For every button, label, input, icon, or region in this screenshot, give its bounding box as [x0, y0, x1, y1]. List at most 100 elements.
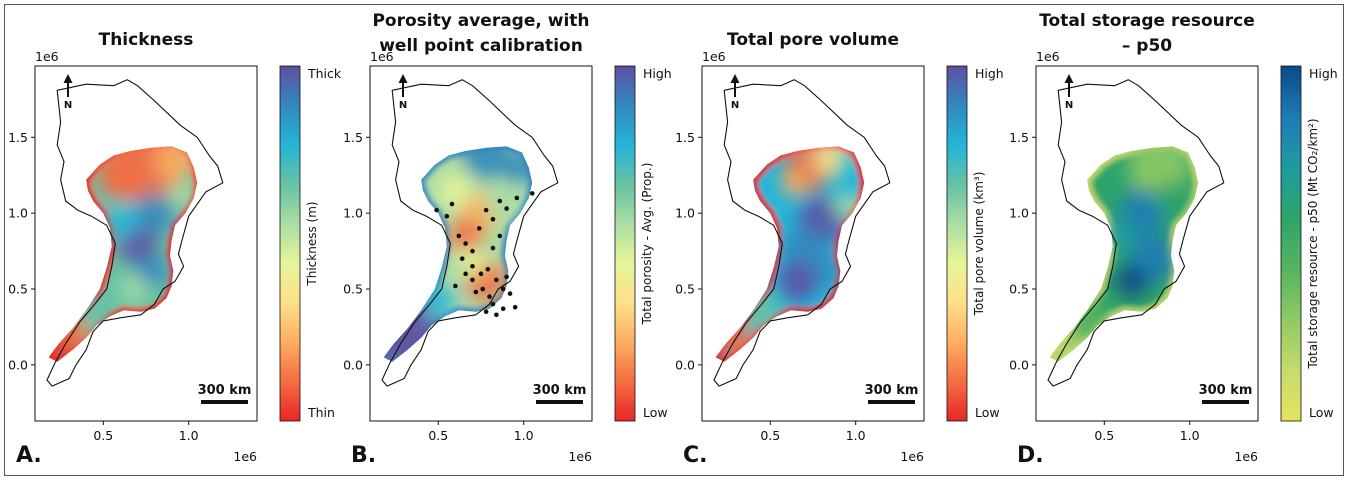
colorbar [279, 65, 301, 422]
panel-letter: D. [1017, 443, 1044, 468]
y-offset-label: 1e6 [35, 49, 59, 64]
well-point [483, 309, 489, 315]
coastline-outline [713, 79, 891, 387]
panel-b: Porosity average, with well point calibra… [343, 11, 672, 468]
north-label: N [731, 100, 739, 111]
y-tick-label: 0.5 [675, 282, 695, 297]
scalebar [201, 400, 248, 404]
x-tick-label: 1.0 [514, 428, 534, 443]
colorbar-min-label: Low [1309, 405, 1334, 420]
coastline-outline [46, 79, 224, 387]
colorbar-label: Total pore volume (km³) [972, 172, 986, 317]
well-point [444, 213, 450, 219]
colorbar-max-label: Thick [307, 66, 342, 81]
heatmap-blob [462, 146, 511, 180]
y-tick-label: 1.0 [675, 206, 695, 221]
heatmap-blob [106, 203, 141, 238]
well-point [478, 271, 484, 277]
heatmap-blob [96, 151, 145, 200]
colorbar-max-label: High [975, 66, 1004, 81]
y-tick-label: 1.5 [8, 130, 28, 145]
heatmap-blob [780, 169, 808, 197]
well-point [494, 312, 499, 318]
colorbar-label: Total storage resource - p50 (Mt CO₂/km²… [1306, 118, 1320, 369]
y-tick-label: 0.5 [8, 282, 28, 297]
panel-title: – p50 [1122, 36, 1172, 56]
colorbar-min-label: Thin [307, 405, 335, 420]
north-arrow-head [1064, 74, 1074, 83]
well-point [497, 233, 503, 239]
x-tick-label: 1.0 [1180, 428, 1200, 443]
heatmap-blob [134, 192, 176, 234]
y-tick-label: 0.0 [675, 357, 695, 372]
x-offset-label: 1e6 [1234, 449, 1258, 464]
well-point [434, 207, 439, 213]
scalebar [536, 400, 583, 404]
panel-letter: C. [683, 443, 708, 468]
well-point [490, 301, 496, 307]
well-point [463, 271, 468, 277]
colorbar-min-label: Low [975, 405, 1000, 420]
x-tick-label: 1.0 [179, 428, 199, 443]
well-point [459, 256, 465, 261]
panel-d: Total storage resource – p50 0.0 0.5 1.0 1.5 0… [1009, 11, 1338, 468]
panel-title: Total pore volume [727, 30, 899, 50]
y-tick-label: 1.5 [675, 130, 695, 145]
y-offset-label: 1e6 [702, 49, 726, 64]
well-point [485, 266, 491, 272]
panel-letter: B. [351, 443, 376, 468]
well-point [480, 286, 486, 292]
heatmap-blob [1114, 264, 1149, 299]
colorbar-min-label: Low [643, 405, 668, 420]
well-point [470, 263, 475, 269]
north-arrow-head [730, 74, 740, 83]
x-tick-label: 1.0 [846, 428, 866, 443]
heatmap-blob [448, 218, 483, 253]
x-tick-label: 0.5 [93, 428, 113, 443]
heatmap-blob [120, 275, 148, 303]
figure-frame [4, 4, 1344, 476]
well-point [476, 226, 482, 231]
well-point [504, 274, 509, 280]
x-offset-label: 1e6 [900, 449, 924, 464]
well-point [514, 195, 520, 201]
well-point [490, 245, 496, 251]
y-offset-label: 1e6 [1036, 49, 1060, 64]
heatmap-blob [1104, 218, 1139, 253]
north-arrow-head [398, 74, 408, 83]
heatmap-blobs [719, 146, 861, 358]
y-tick-label: 1.0 [8, 206, 28, 221]
y-tick-label: 0.0 [8, 357, 28, 372]
north-label: N [1065, 100, 1073, 111]
x-tick-label: 0.5 [1094, 428, 1114, 443]
well-point [504, 206, 509, 211]
heatmap-blob [813, 146, 848, 176]
well-point [507, 291, 513, 296]
panel-title: Porosity average, with [372, 11, 589, 31]
north-arrow-head [63, 74, 73, 83]
well-point [500, 306, 506, 312]
y-offset-label: 1e6 [370, 49, 394, 64]
well-point [490, 216, 496, 222]
y-tick-label: 0.5 [1009, 282, 1029, 297]
well-point [483, 207, 489, 213]
y-tick-label: 1.5 [1009, 130, 1029, 145]
colorbar-label: Thickness (m) [305, 201, 319, 286]
well-point [449, 201, 455, 207]
scalebar-label: 300 km [865, 383, 919, 398]
panel-letter: A. [16, 443, 42, 468]
well-point [463, 241, 468, 246]
axes-box [34, 65, 258, 422]
heatmap-blob [458, 248, 487, 276]
colorbar-max-label: High [643, 66, 672, 81]
scalebar-label: 300 km [1199, 383, 1253, 398]
panel-title: well point calibration [379, 36, 583, 56]
heatmap-blob [814, 260, 843, 288]
well-point [473, 289, 479, 295]
heatmap-blob [168, 181, 196, 209]
well-point [470, 277, 475, 283]
colorbar-max-label: High [1309, 66, 1338, 81]
well-point [494, 277, 499, 283]
